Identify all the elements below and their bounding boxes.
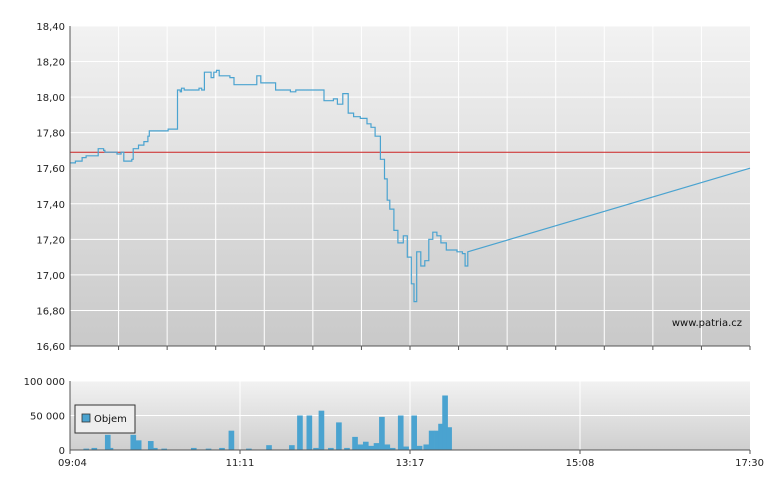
volume-x-tick-label: 09:04 — [58, 458, 87, 469]
volume-bar — [266, 445, 272, 450]
price-series-line — [70, 69, 751, 303]
volume-bar — [190, 447, 197, 450]
volume-bar — [403, 446, 409, 450]
volume-bar — [91, 447, 98, 450]
volume-bar — [107, 447, 114, 450]
price-y-tick-label: 17,00 — [36, 271, 65, 282]
volume-x-axis: 09:04 11:11 13:17 15:08 17:30 — [58, 450, 764, 469]
volume-bar — [130, 434, 137, 450]
volume-bar — [373, 443, 380, 450]
price-y-tick-label: 18,00 — [36, 93, 65, 104]
volume-bar — [446, 427, 452, 450]
volume-bar — [104, 434, 111, 450]
volume-x-tick-label: 11:11 — [226, 458, 255, 469]
price-y-axis: 16,60 16,80 17,00 17,20 17,40 17,60 17,80 18,00… — [36, 22, 65, 353]
volume-legend: Objem — [74, 404, 136, 434]
volume-x-tick-label: 17:30 — [735, 458, 764, 469]
volume-bar — [416, 445, 423, 450]
volume-y-tick-label: 50 000 — [30, 412, 65, 423]
volume-chart-panel: 0 50 000 100 000 09:04 11:11 13:17 15:08 17:30… — [24, 377, 764, 469]
volume-bar — [219, 447, 225, 450]
volume-bar — [428, 430, 435, 450]
price-y-tick-label: 17,60 — [36, 164, 65, 175]
price-chart-panel: 16,60 16,80 17,00 17,20 17,40 17,60 17,80 18,00… — [36, 22, 751, 353]
volume-y-tick-label: 100 000 — [24, 377, 65, 388]
price-gridlines — [70, 25, 750, 347]
volume-bar — [438, 423, 444, 450]
volume-y-axis: 0 50 000 100 000 — [24, 377, 65, 457]
volume-bar — [434, 430, 440, 450]
volume-bar — [368, 445, 374, 450]
price-y-tick-label: 18,20 — [36, 58, 65, 69]
volume-bar — [289, 445, 295, 450]
volume-bar — [318, 410, 325, 450]
legend-label: Objem — [94, 414, 127, 425]
legend-swatch — [81, 413, 91, 423]
volume-bar — [344, 447, 350, 450]
price-y-tick-label: 17,80 — [36, 129, 65, 140]
volume-bar — [352, 436, 358, 450]
volume-bar — [389, 447, 396, 450]
price-y-tick-label: 17,20 — [36, 235, 65, 246]
volume-bar — [297, 415, 303, 450]
volume-bar — [357, 444, 364, 450]
price-x-ticks — [69, 346, 751, 350]
price-y-tick-label: 18,40 — [36, 22, 65, 33]
volume-y-tick-label: 0 — [59, 446, 65, 457]
volume-bar — [228, 430, 235, 450]
volume-bar — [151, 447, 158, 450]
volume-bar — [379, 416, 385, 450]
volume-bar — [147, 441, 154, 450]
volume-bar — [397, 415, 404, 450]
volume-bar — [423, 444, 430, 450]
volume-bars — [83, 395, 452, 450]
price-y-tick-label: 17,40 — [36, 200, 65, 211]
price-y-tick-label: 16,60 — [36, 342, 65, 353]
volume-bar — [411, 415, 417, 450]
volume-bar — [205, 448, 212, 450]
volume-bar — [336, 422, 342, 450]
volume-x-tick-label: 13:17 — [396, 458, 425, 469]
source-credit: www.patria.cz — [672, 318, 742, 329]
volume-bar — [362, 441, 369, 450]
volume-bar — [83, 448, 90, 450]
volume-bar — [306, 415, 313, 450]
volume-bar — [313, 447, 319, 450]
volume-x-tick-label: 15:08 — [566, 458, 595, 469]
volume-bar — [328, 447, 334, 450]
price-y-tick-label: 16,80 — [36, 306, 65, 317]
volume-bar — [442, 395, 448, 450]
volume-bar — [384, 444, 391, 450]
volume-bar — [246, 448, 252, 450]
volume-bar — [161, 448, 168, 450]
volume-bar — [135, 440, 142, 450]
